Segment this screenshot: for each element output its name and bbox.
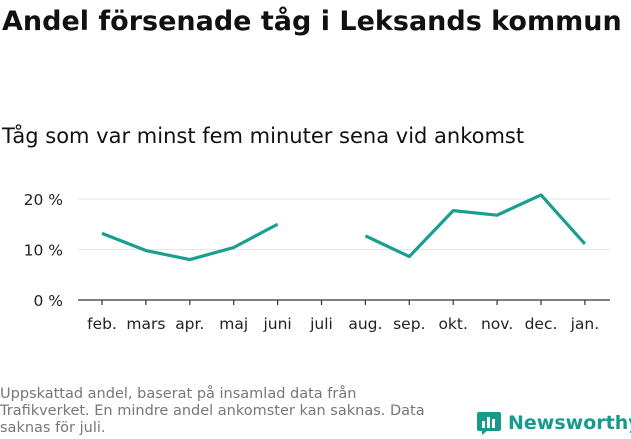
- brand-logo: Newsworthy: [476, 410, 631, 436]
- x-tick-label: jan.: [570, 315, 600, 333]
- chart-title: Andel försenade tåg i Leksands kommun: [2, 6, 622, 37]
- y-tick-label: 20 %: [24, 191, 63, 209]
- x-tick-label: sep.: [393, 315, 425, 333]
- x-tick-label: maj: [219, 315, 248, 333]
- data-point: [276, 223, 279, 226]
- data-point: [188, 258, 191, 261]
- data-point: [408, 255, 411, 258]
- data-point: [364, 234, 367, 237]
- chart-footnote: Uppskattad andel, baserat på insamlad da…: [0, 386, 425, 436]
- x-tick-label: juni: [262, 315, 291, 333]
- y-tick-label: 0 %: [33, 292, 63, 310]
- data-point: [232, 246, 235, 249]
- brand-name: Newsworthy: [508, 412, 631, 434]
- x-tick-label: mars: [126, 315, 165, 333]
- x-tick-label: apr.: [175, 315, 204, 333]
- x-tick-label: okt.: [438, 315, 467, 333]
- data-point: [583, 242, 586, 245]
- data-point: [100, 232, 103, 235]
- x-tick-label: nov.: [481, 315, 513, 333]
- chart-subtitle: Tåg som var minst fem minuter sena vid a…: [2, 124, 525, 148]
- series-line-segment: [364, 193, 587, 259]
- data-point: [539, 193, 542, 196]
- data-point: [452, 209, 455, 212]
- x-tick-label: aug.: [348, 315, 382, 333]
- y-tick-label: 10 %: [24, 242, 63, 260]
- x-tick-label: dec.: [525, 315, 558, 333]
- x-tick-label: juli: [309, 315, 333, 333]
- data-point: [144, 249, 147, 252]
- data-point: [496, 214, 499, 217]
- x-tick-label: feb.: [87, 315, 117, 333]
- bar-chart-logo-icon: [477, 412, 501, 435]
- series-line-segment: [101, 222, 279, 262]
